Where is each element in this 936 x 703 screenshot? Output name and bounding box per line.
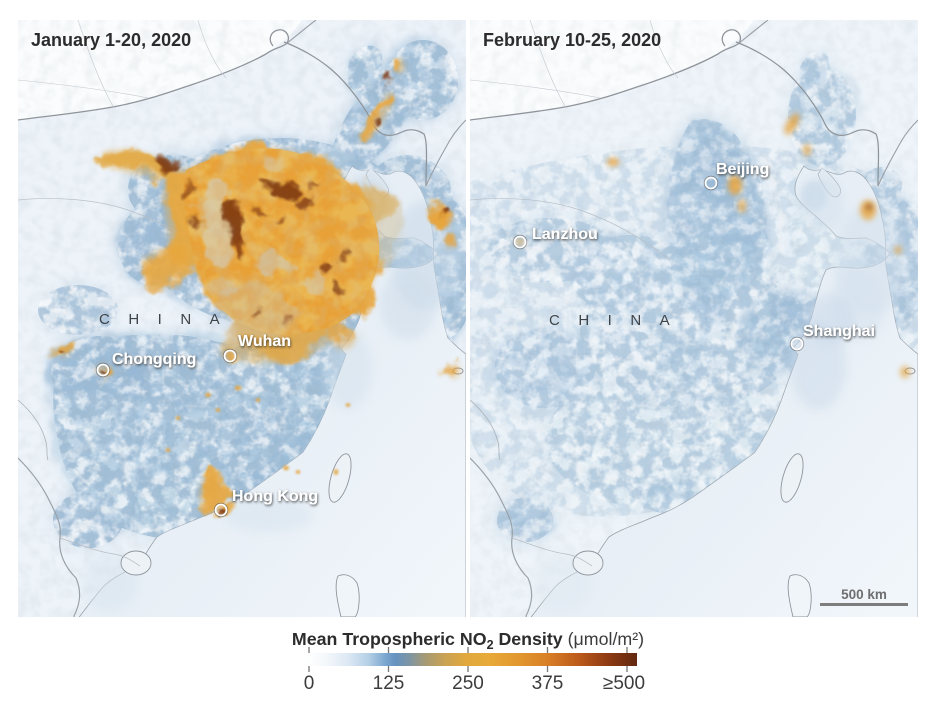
svg-text:January 1-20, 2020: January 1-20, 2020 xyxy=(31,30,191,50)
svg-text:Wuhan: Wuhan xyxy=(238,333,291,350)
svg-text:125: 125 xyxy=(373,673,405,694)
svg-text:≥500: ≥500 xyxy=(603,673,645,694)
svg-text:Hong Kong: Hong Kong xyxy=(232,488,318,505)
svg-text:February 10-25, 2020: February 10-25, 2020 xyxy=(483,30,661,50)
svg-text:250: 250 xyxy=(452,673,484,694)
svg-text:Mean Tropospheric NO2 Density: Mean Tropospheric NO2 Density (μmol/m²) xyxy=(292,629,644,652)
svg-text:Shanghai: Shanghai xyxy=(803,323,875,340)
svg-text:375: 375 xyxy=(532,673,564,694)
svg-text:Lanzhou: Lanzhou xyxy=(532,226,598,243)
svg-text:Beijing: Beijing xyxy=(716,161,769,178)
svg-text:CHINA: CHINA xyxy=(549,312,688,329)
svg-text:CHINA: CHINA xyxy=(99,311,238,328)
svg-text:500 km: 500 km xyxy=(841,587,887,602)
svg-text:Chongqing: Chongqing xyxy=(112,351,196,368)
svg-text:0: 0 xyxy=(304,673,315,694)
